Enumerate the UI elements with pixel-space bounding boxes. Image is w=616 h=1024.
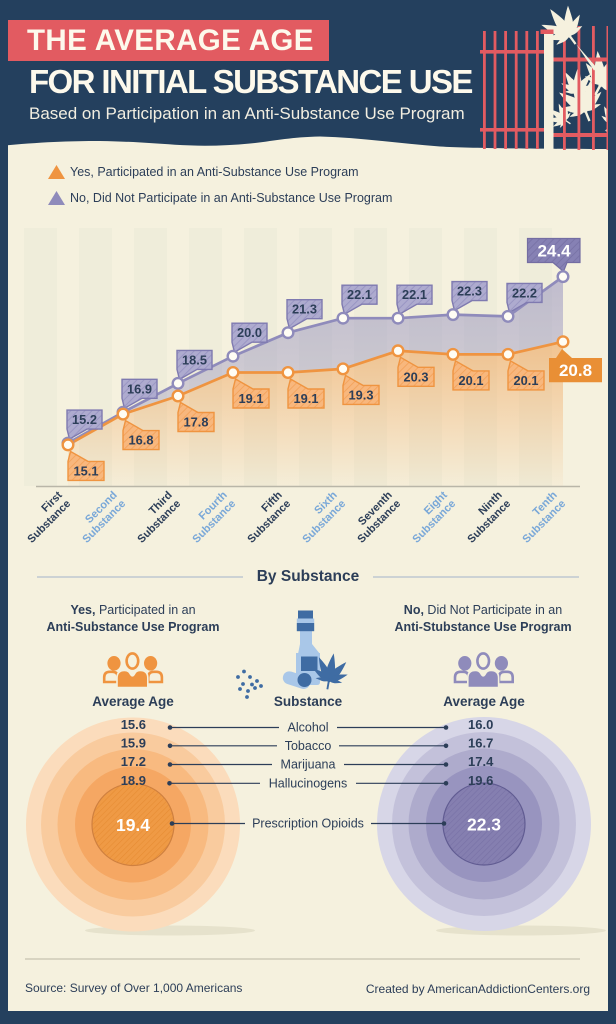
svg-text:20.1: 20.1	[514, 373, 539, 388]
svg-text:20.0: 20.0	[237, 325, 262, 340]
svg-text:Marijuana: Marijuana	[281, 758, 336, 772]
svg-text:20.1: 20.1	[459, 373, 484, 388]
svg-text:Prescription Opioids: Prescription Opioids	[252, 817, 364, 831]
svg-text:20.8: 20.8	[559, 361, 592, 380]
svg-text:15.2: 15.2	[72, 412, 97, 427]
svg-text:22.1: 22.1	[402, 287, 427, 302]
svg-text:19.1: 19.1	[239, 391, 264, 406]
svg-text:22.2: 22.2	[512, 285, 537, 300]
svg-text:21.3: 21.3	[292, 302, 317, 317]
svg-text:Tobacco: Tobacco	[285, 739, 332, 753]
svg-text:17.4: 17.4	[468, 754, 494, 769]
svg-text:24.4: 24.4	[537, 242, 571, 261]
svg-text:15.6: 15.6	[121, 717, 146, 732]
svg-text:16.7: 16.7	[468, 735, 493, 750]
svg-text:16.9: 16.9	[127, 381, 152, 396]
svg-text:19.6: 19.6	[468, 773, 493, 788]
svg-text:19.1: 19.1	[294, 391, 319, 406]
svg-text:18.5: 18.5	[182, 352, 207, 367]
svg-text:22.3: 22.3	[457, 284, 482, 299]
svg-text:17.2: 17.2	[121, 754, 146, 769]
svg-text:16.0: 16.0	[468, 717, 493, 732]
svg-text:22.3: 22.3	[467, 815, 501, 835]
svg-text:19.3: 19.3	[349, 387, 374, 402]
svg-text:15.1: 15.1	[74, 463, 99, 478]
svg-text:Hallucinogens: Hallucinogens	[269, 776, 348, 790]
svg-text:19.4: 19.4	[116, 815, 150, 835]
svg-text:15.9: 15.9	[121, 735, 146, 750]
svg-text:20.3: 20.3	[404, 369, 429, 384]
svg-text:Alcohol: Alcohol	[288, 721, 329, 735]
svg-text:18.9: 18.9	[121, 773, 146, 788]
svg-text:22.1: 22.1	[347, 287, 372, 302]
svg-text:16.8: 16.8	[129, 433, 154, 448]
svg-text:17.8: 17.8	[184, 415, 209, 430]
